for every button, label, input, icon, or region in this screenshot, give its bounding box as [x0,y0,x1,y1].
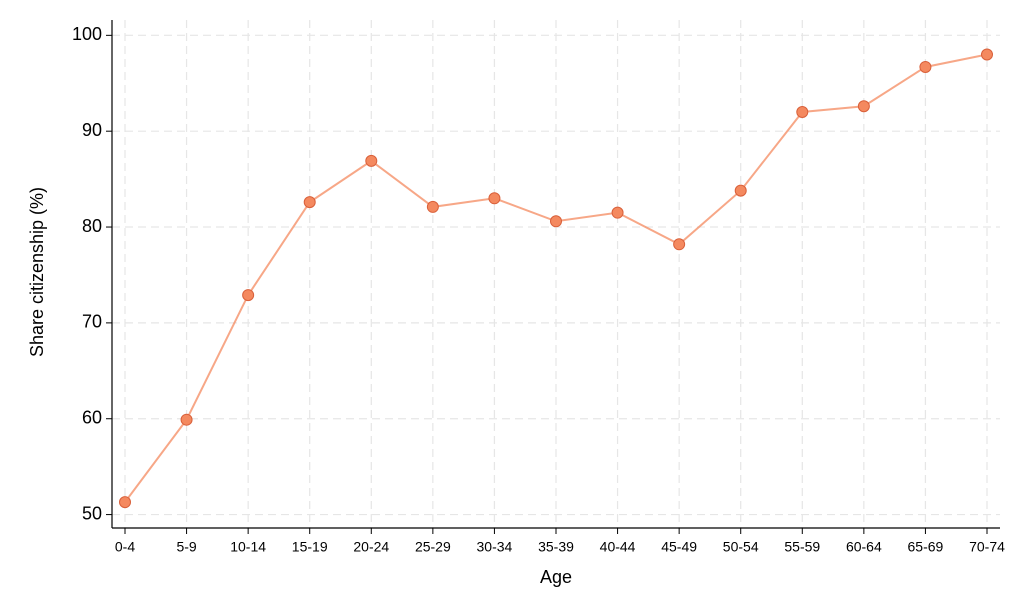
data-point [119,496,131,509]
x-tick-label: 50-54 [723,539,759,555]
x-axis-title: Age [540,567,572,587]
data-point [550,215,562,228]
y-tick-label: 80 [82,216,102,236]
x-tick-label: 55-59 [784,539,820,555]
x-tick-label: 70-74 [969,539,1005,555]
data-point [426,200,439,213]
x-tick-label: 25-29 [415,539,451,555]
data-point [857,100,870,113]
x-tick-label: 15-19 [292,539,328,555]
x-tick-label: 40-44 [600,539,636,555]
data-point [488,192,501,205]
y-tick-label: 100 [72,24,102,44]
data-point [734,184,747,197]
x-tick-label: 5-9 [176,539,196,555]
x-tick-label: 60-64 [846,539,882,555]
data-point [242,289,255,302]
data-point [673,238,686,251]
x-tick-label: 65-69 [908,539,944,555]
y-axis-title: Share citizenship (%) [27,187,47,357]
x-tick-label: 35-39 [538,539,574,555]
x-tick-label: 0-4 [115,539,135,555]
data-point [796,106,809,119]
data-point [365,154,378,167]
x-tick-label: 10-14 [230,539,266,555]
x-tick-label: 30-34 [477,539,513,555]
x-tick-label: 45-49 [661,539,697,555]
y-tick-label: 90 [82,120,102,140]
y-tick-label: 50 [82,503,102,523]
data-point [303,196,316,209]
y-tick-label: 70 [82,312,102,332]
data-point [180,413,193,426]
x-tick-label: 20-24 [353,539,389,555]
y-tick-label: 60 [82,407,102,427]
data-point [919,60,932,73]
data-point [981,48,993,61]
data-point [611,206,624,219]
